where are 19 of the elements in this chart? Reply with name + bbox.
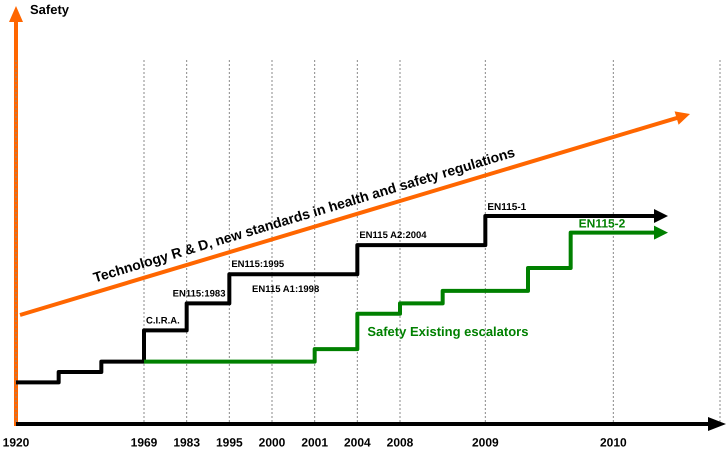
x-tick-label: 1983 xyxy=(173,436,200,450)
x-tick-label: 2001 xyxy=(301,436,328,450)
series-label: EN115-2 xyxy=(578,216,626,231)
series-label: EN115-1 xyxy=(487,202,527,213)
annotation: Safety Existing escalators xyxy=(367,324,528,339)
x-tick-label: 2010 xyxy=(600,436,628,450)
x-tick-label: 1920 xyxy=(2,436,30,450)
annotation: C.I.R.A. xyxy=(146,315,180,326)
x-tick-label: 1995 xyxy=(216,436,244,450)
annotation: EN115:1983 xyxy=(172,288,226,300)
x-tick-label: 2009 xyxy=(472,436,500,450)
text: Safety xyxy=(30,2,70,17)
annotation: EN115:1995 xyxy=(231,259,285,270)
x-tick-label: 2004 xyxy=(344,436,372,450)
annotation: EN115 A2:2004 xyxy=(359,230,428,242)
x-tick-label: 2008 xyxy=(386,436,414,450)
annotation: EN115 A1:1998 xyxy=(252,284,320,296)
x-tick-label: 1969 xyxy=(130,436,158,450)
x-tick-label: 2000 xyxy=(258,436,286,450)
